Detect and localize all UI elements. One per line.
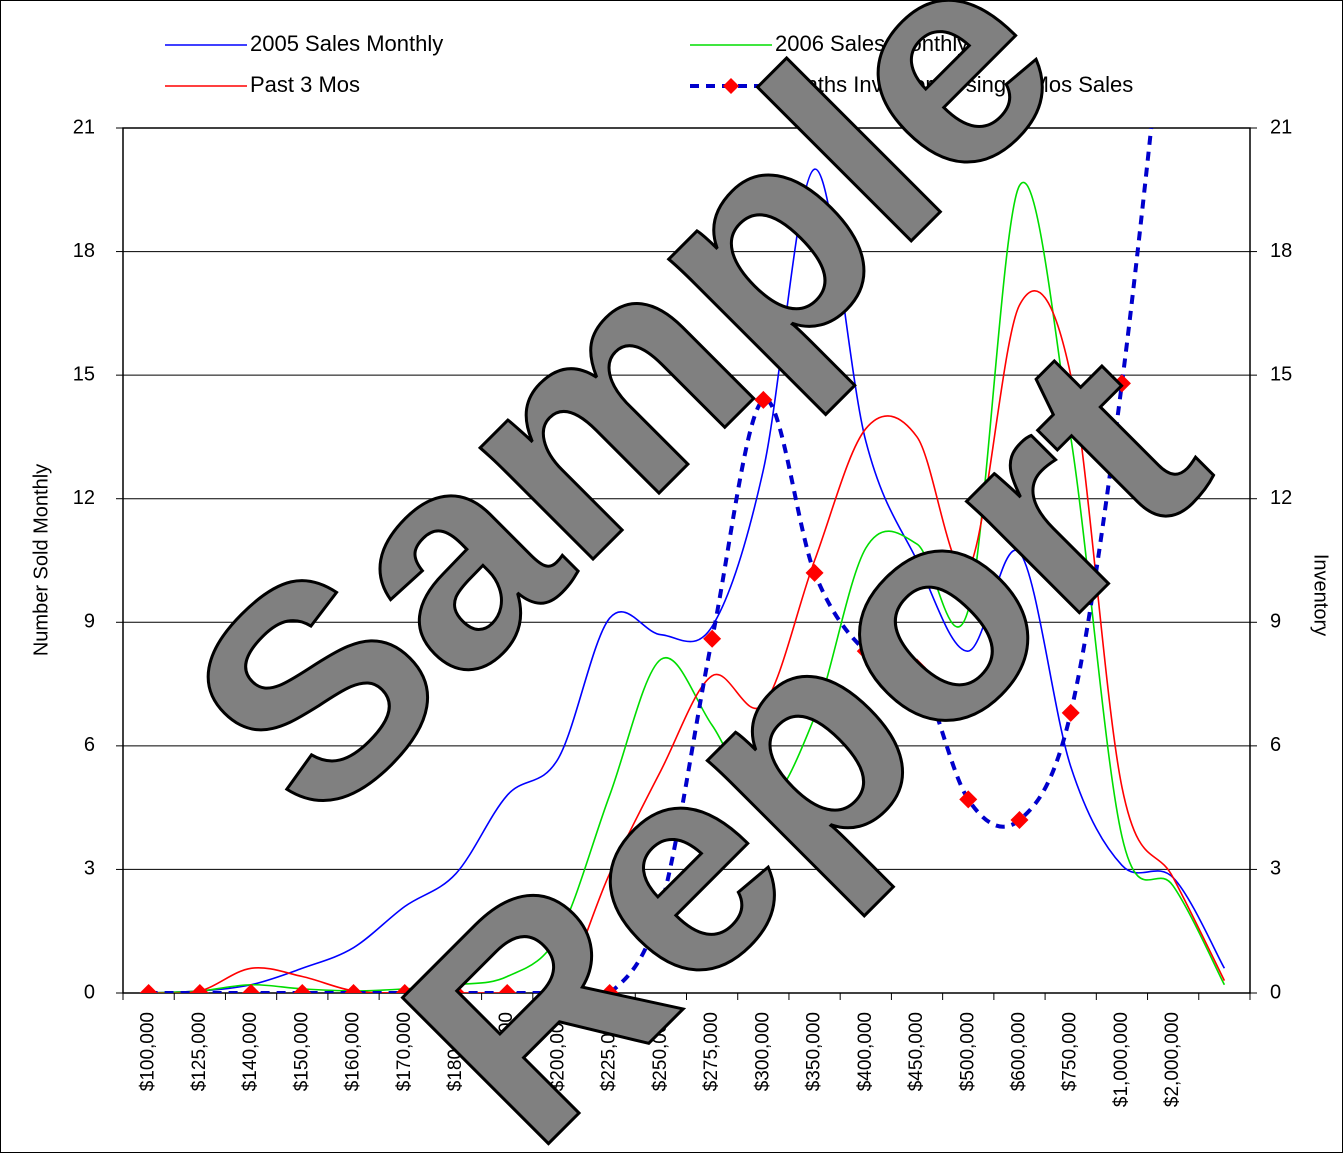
- marker: [651, 897, 670, 916]
- legend-label: 2005 Sales Monthly: [250, 31, 443, 56]
- y2-tick-label: 12: [1270, 487, 1292, 509]
- y2-tick-label: 21: [1270, 116, 1292, 138]
- x-tick-label: $300,000: [752, 1012, 773, 1091]
- x-tick-label: $1,000,000: [1111, 1012, 1132, 1107]
- legend-marker: [723, 78, 739, 94]
- x-tick-label: $140,000: [240, 1012, 261, 1091]
- plot-area: [139, 128, 1226, 993]
- y-tick-label: 0: [84, 981, 95, 1003]
- y2-tick-label: 18: [1270, 240, 1292, 262]
- x-tick-label: $225,000: [599, 1012, 620, 1091]
- y2-tick-label: 0: [1270, 981, 1281, 1003]
- y-tick-label: 12: [73, 487, 95, 509]
- marker: [446, 984, 465, 993]
- y-axis-label: Number Sold Monthly: [30, 464, 52, 656]
- x-tick-label: $400,000: [855, 1012, 876, 1091]
- series-line: [148, 168, 1226, 993]
- series-line: [148, 181, 1226, 993]
- x-tick-label: $350,000: [804, 1012, 825, 1091]
- x-tick-label: $2,000,000: [1162, 1012, 1183, 1107]
- marker: [139, 984, 158, 993]
- x-tick-label: $100,000: [138, 1012, 159, 1091]
- x-tick-label: $125,000: [189, 1012, 210, 1091]
- marker: [1061, 703, 1080, 722]
- x-tick-label: $250,000: [650, 1012, 671, 1091]
- legend-label: Months Inventory Using 3 Mos Sales: [775, 72, 1133, 97]
- x-tick-label: $180,000: [445, 1012, 466, 1091]
- series-line: [148, 290, 1226, 993]
- marker: [344, 984, 363, 993]
- y-tick-label: 6: [84, 734, 95, 756]
- marker: [395, 984, 414, 993]
- y2-tick-label: 3: [1270, 858, 1281, 880]
- x-tick-label: $600,000: [1008, 1012, 1029, 1091]
- marker: [703, 629, 722, 648]
- y-tick-label: 18: [73, 240, 95, 262]
- marker: [908, 658, 927, 677]
- marker: [754, 390, 773, 409]
- y2-axis-label: Inventory: [1310, 554, 1332, 636]
- marker: [293, 984, 312, 993]
- x-tick-label: $450,000: [906, 1012, 927, 1091]
- marker: [856, 642, 875, 661]
- marker: [805, 563, 824, 582]
- marker: [498, 984, 517, 993]
- marker: [242, 984, 261, 993]
- x-tick-label: $150,000: [291, 1012, 312, 1091]
- y2-tick-label: 6: [1270, 734, 1281, 756]
- y-tick-label: 3: [84, 858, 95, 880]
- marker: [1010, 811, 1029, 829]
- marker: [190, 984, 209, 993]
- x-tick-label: $170,000: [394, 1012, 415, 1091]
- marker: [600, 984, 619, 993]
- x-tick-label: $190,000: [496, 1012, 517, 1091]
- y-tick-label: 21: [73, 116, 95, 138]
- x-tick-label: $750,000: [1060, 1012, 1081, 1091]
- x-tick-label: $160,000: [343, 1012, 364, 1091]
- y2-tick-label: 15: [1270, 363, 1292, 385]
- marker: [549, 984, 568, 993]
- y-tick-label: 15: [73, 363, 95, 385]
- legend-label: Past 3 Mos: [250, 72, 360, 97]
- marker: [1112, 374, 1131, 393]
- x-tick-label: $275,000: [701, 1012, 722, 1091]
- legend-label: 2006 Sales Monthly: [775, 31, 968, 56]
- marker: [959, 790, 978, 809]
- y-tick-label: 9: [84, 611, 95, 633]
- x-tick-label: $200,000: [547, 1012, 568, 1091]
- x-tick-label: $500,000: [957, 1012, 978, 1091]
- y2-tick-label: 9: [1270, 611, 1281, 633]
